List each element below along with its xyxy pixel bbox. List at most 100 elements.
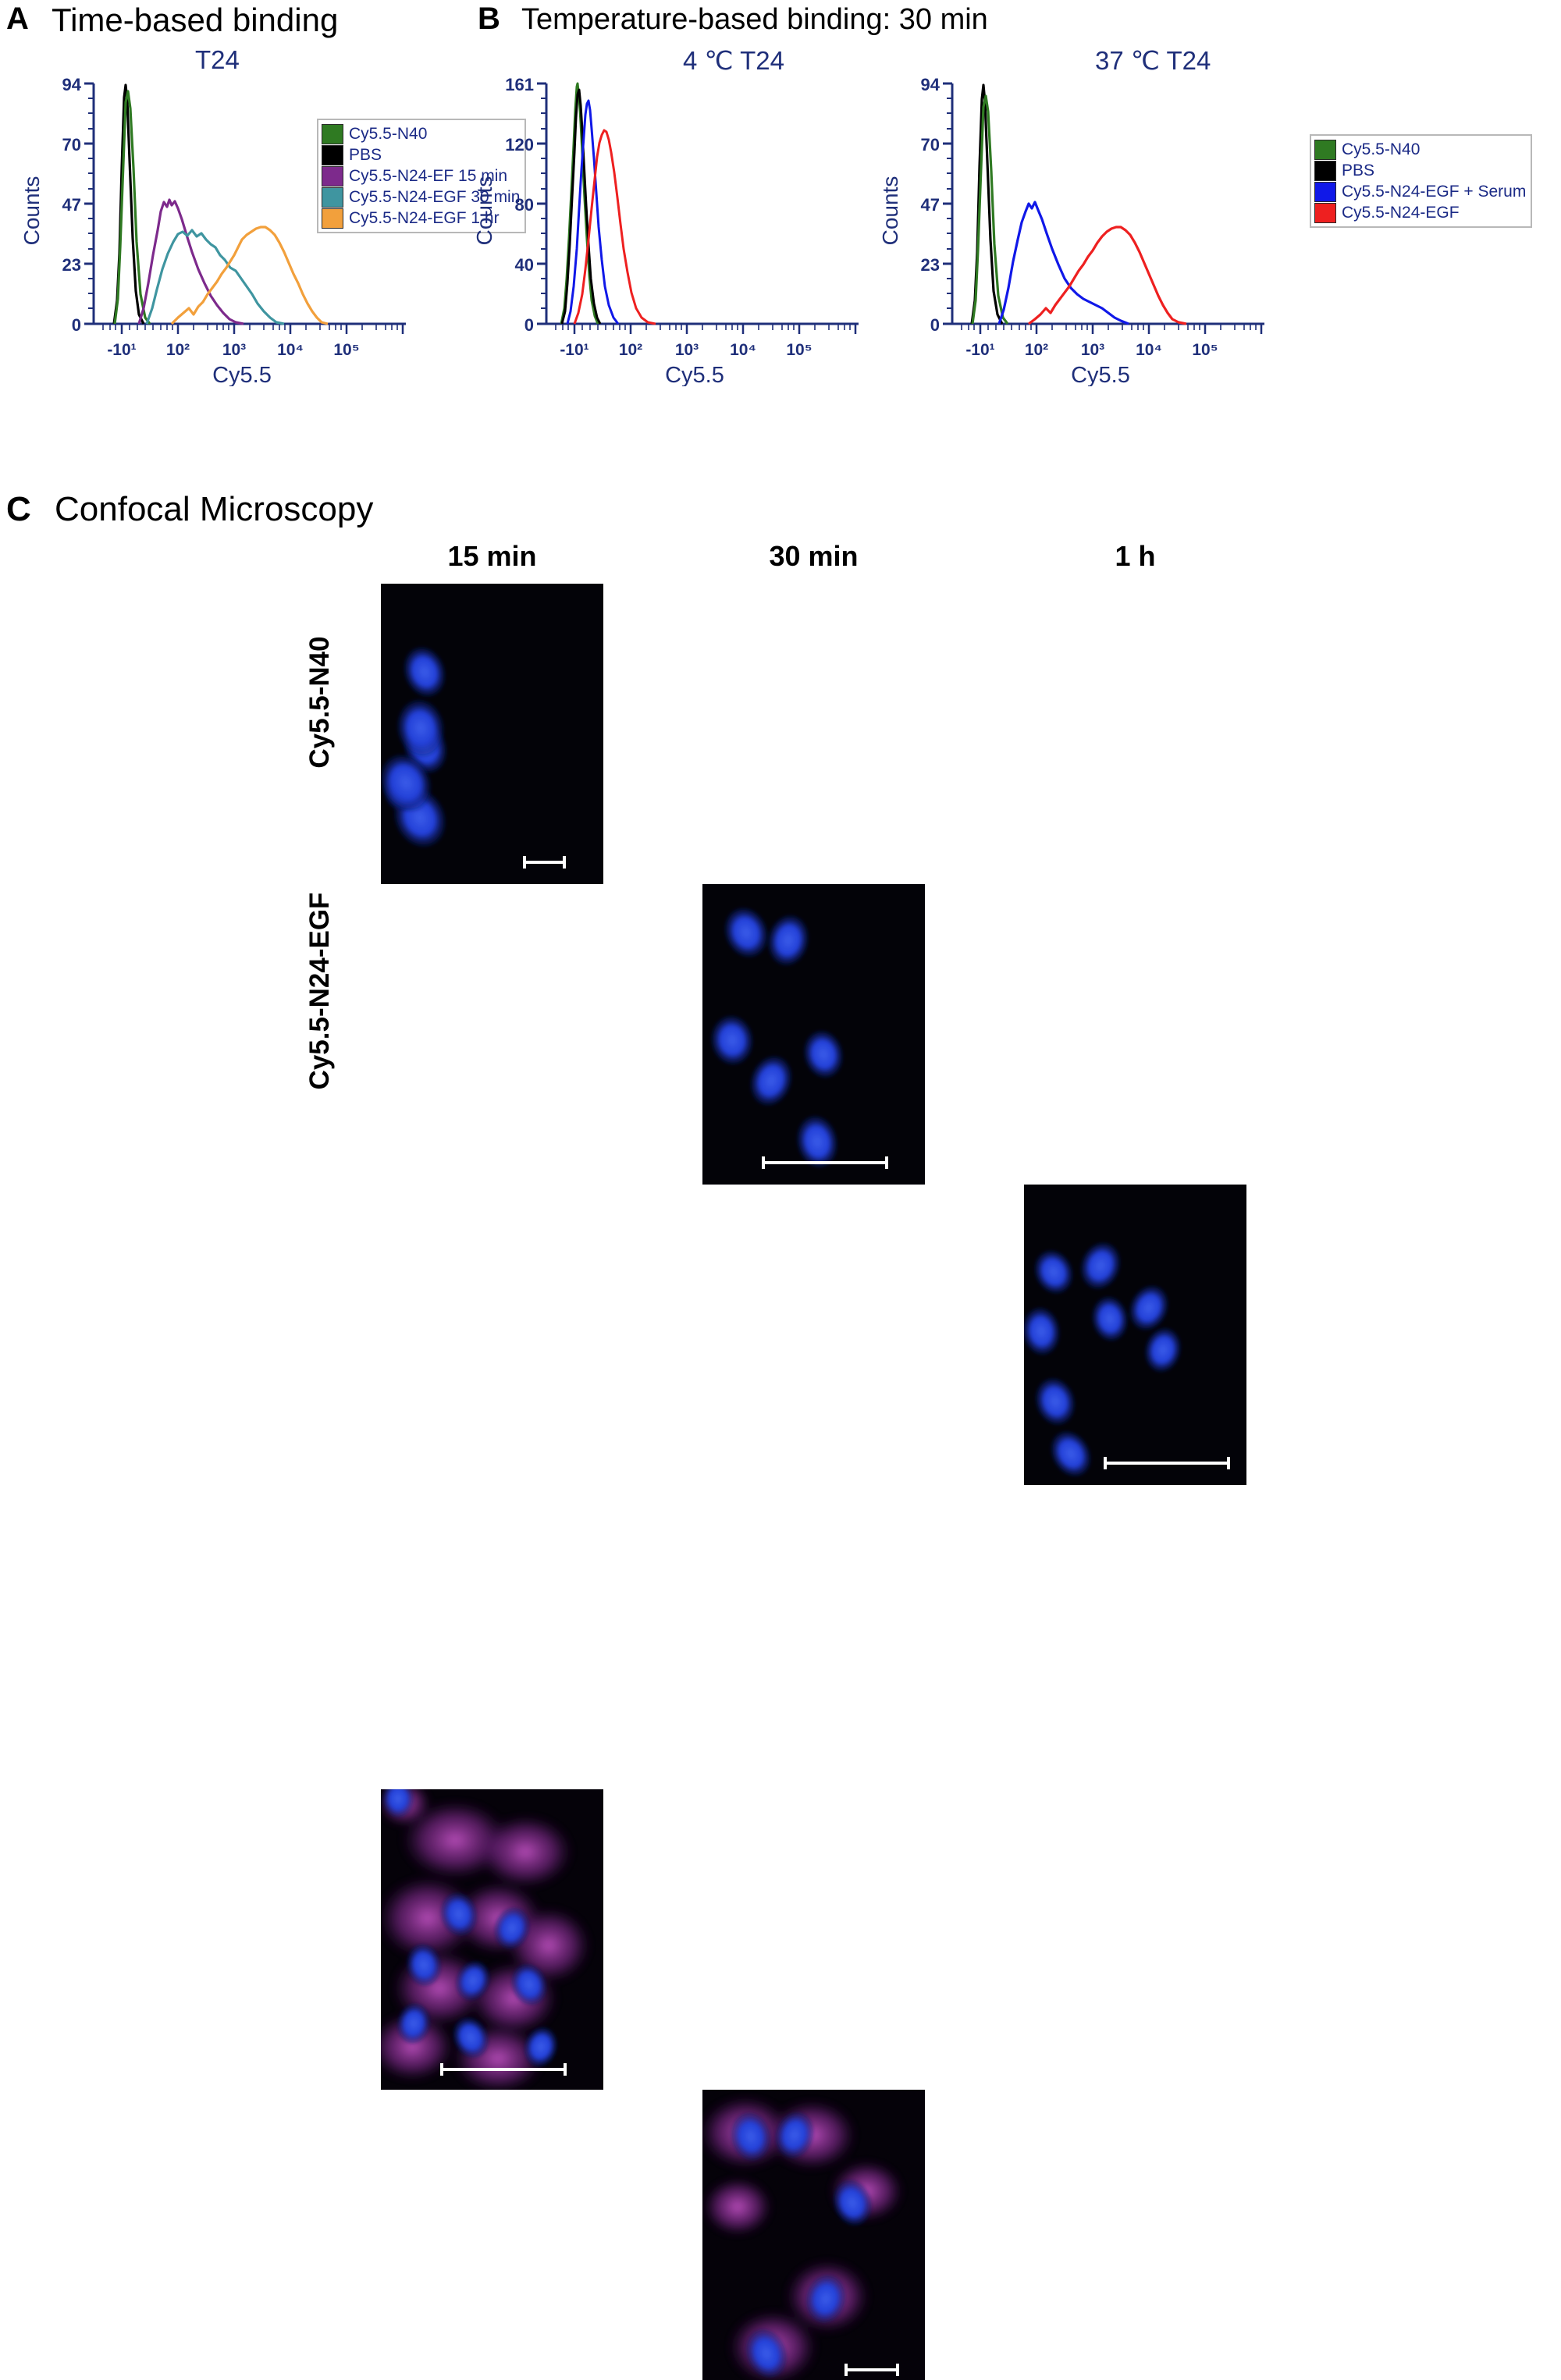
panel-a-legend: Cy5.5-N40 PBS Cy5.5-N24-EF 15 min Cy5.5-… xyxy=(317,119,527,233)
curve-cy55-n40 xyxy=(113,90,151,325)
panel-b-right-legend: Cy5.5-N40 PBS Cy5.5-N24-EGF + Serum Cy5.… xyxy=(1310,134,1533,228)
panel-b-left-ytick-1: 120 xyxy=(505,135,534,155)
legend-swatch-icon xyxy=(1314,202,1336,223)
panel-b-right-xtick-1: 10² xyxy=(1025,341,1048,359)
curve-n24egf-1hr xyxy=(170,226,329,325)
panel-b-letter: B xyxy=(478,2,500,36)
curve-cy55-n40 xyxy=(971,94,1009,325)
panel-b-right-chart: 94 70 47 23 0 Counts -10¹ 10² 10³ 10⁴ 10… xyxy=(878,75,1264,386)
panel-c-letter: C xyxy=(6,490,31,528)
legend-label: Cy5.5-N24-EGF xyxy=(1342,204,1460,222)
panel-c-title: Confocal Microscopy xyxy=(55,490,374,528)
panel-b-right-ytick-1: 70 xyxy=(921,135,940,155)
curve-n24egf-30min xyxy=(145,229,285,325)
panel-a-xlabel: Cy5.5 xyxy=(212,363,272,386)
panel-a-ytick-0: 94 xyxy=(62,75,82,94)
panel-c-row-label-cy55-n40: Cy5.5-N40 xyxy=(304,636,335,769)
legend-label: Cy5.5-N40 xyxy=(349,125,428,143)
legend-item: PBS xyxy=(1314,160,1526,181)
panel-b-left-chart: 161 120 80 40 0 Counts -10¹ 10² 10³ 10⁴ … xyxy=(472,75,859,386)
legend-swatch-icon xyxy=(322,208,343,229)
panel-b-left-xtick-1: 10² xyxy=(619,341,642,359)
panel-b-right-ytick-3: 23 xyxy=(921,255,940,275)
panel-b-left-xlabel: Cy5.5 xyxy=(665,363,724,386)
legend-swatch-icon xyxy=(1314,181,1336,202)
legend-item: Cy5.5-N24-EGF 1 hr xyxy=(322,208,520,229)
panel-a-xtick-3: 10⁴ xyxy=(277,341,304,359)
panel-a-xtick-0: -10¹ xyxy=(107,341,136,359)
panel-b-right-subtitle: 37 ℃ T24 xyxy=(1095,46,1211,75)
curve-pbs xyxy=(560,88,602,325)
legend-item: Cy5.5-N24-EGF 30 min xyxy=(322,186,520,208)
panel-b-right-ytick-0: 94 xyxy=(921,75,941,94)
panel-c-column-header-1h: 1 h xyxy=(1115,540,1156,572)
legend-item: Cy5.5-N24-EGF xyxy=(1314,202,1526,223)
panel-a-xtick-2: 10³ xyxy=(222,341,246,359)
panel-b-title: Temperature-based binding: 30 min xyxy=(521,3,988,36)
panel-b-left-ytick-2: 80 xyxy=(515,195,534,215)
panel-b-left-ytick-3: 40 xyxy=(515,255,534,275)
panel-b-left-xtick-0: -10¹ xyxy=(560,341,588,359)
legend-swatch-icon xyxy=(1314,139,1336,160)
micrograph-n40-30min xyxy=(702,884,925,1185)
legend-label: PBS xyxy=(1342,162,1375,179)
micrograph-n40-15min xyxy=(381,584,603,884)
panel-b-right-ylabel: Counts xyxy=(878,176,902,246)
curve-n24egf xyxy=(573,129,656,325)
panel-a-xtick-4: 10⁵ xyxy=(333,341,359,359)
panel-b-left-xtick-2: 10³ xyxy=(675,341,699,359)
panel-b-right-ytick-2: 47 xyxy=(921,195,940,215)
panel-a-xtick-1: 10² xyxy=(166,341,190,359)
panel-b-left-ytick-0: 161 xyxy=(505,75,534,94)
scale-bar xyxy=(845,2364,899,2376)
panel-c-column-header-15min: 15 min xyxy=(447,540,537,572)
micrograph-egf-15min xyxy=(381,1789,603,2090)
panel-a-subtitle: T24 xyxy=(195,45,240,74)
legend-item: Cy5.5-N40 xyxy=(1314,139,1526,160)
panel-b-left-xtick-4: 10⁵ xyxy=(786,341,812,359)
panel-a-title: Time-based binding xyxy=(52,2,339,38)
legend-swatch-icon xyxy=(322,123,343,144)
panel-b-right-ytick-4: 0 xyxy=(930,315,940,335)
curve-n24egf xyxy=(1028,226,1187,325)
panel-b-left-ytick-4: 0 xyxy=(524,315,534,335)
scale-bar xyxy=(523,856,566,869)
micrograph-egf-30min xyxy=(702,2090,925,2380)
panel-a-ytick-1: 70 xyxy=(62,135,81,155)
legend-label: PBS xyxy=(349,146,382,164)
legend-label: Cy5.5-N40 xyxy=(1342,140,1421,158)
panel-a-ytick-4: 0 xyxy=(72,315,81,335)
legend-label: Cy5.5-N24-EGF 1 hr xyxy=(349,209,500,227)
legend-label: Cy5.5-N24-EGF + Serum xyxy=(1342,183,1527,201)
panel-b-left-xtick-3: 10⁴ xyxy=(730,341,756,359)
panel-a-ytick-3: 23 xyxy=(62,255,81,275)
legend-swatch-icon xyxy=(322,165,343,186)
panel-c-row-label-cy55-n24-egf: Cy5.5-N24-EGF xyxy=(304,892,335,1090)
panel-a-letter: A xyxy=(6,2,29,36)
legend-swatch-icon xyxy=(322,144,343,165)
legend-swatch-icon xyxy=(1314,160,1336,181)
panel-b-right-xlabel: Cy5.5 xyxy=(1071,363,1130,386)
panel-a-ytick-2: 47 xyxy=(62,195,81,215)
panel-b-left-subtitle: 4 ℃ T24 xyxy=(683,46,785,75)
legend-label: Cy5.5-N24-EGF 30 min xyxy=(349,188,521,206)
panel-b-right-xtick-4: 10⁵ xyxy=(1192,341,1218,359)
legend-item: Cy5.5-N24-EF 15 min xyxy=(322,165,520,186)
legend-item: Cy5.5-N24-EGF + Serum xyxy=(1314,181,1526,202)
panel-b-left-ylabel: Counts xyxy=(472,176,496,246)
legend-item: Cy5.5-N40 xyxy=(322,123,520,144)
panel-b-right-xtick-0: -10¹ xyxy=(965,341,994,359)
scale-bar xyxy=(762,1156,888,1169)
scale-bar xyxy=(440,2063,567,2076)
scale-bar xyxy=(1104,1457,1230,1469)
legend-swatch-icon xyxy=(322,186,343,208)
panel-a-ylabel: Counts xyxy=(20,176,44,246)
micrograph-n40-1h xyxy=(1024,1185,1246,1485)
curve-n24egf-serum xyxy=(566,99,620,325)
legend-item: PBS xyxy=(322,144,520,165)
panel-b-right-xtick-2: 10³ xyxy=(1081,341,1104,359)
panel-c-column-header-30min: 30 min xyxy=(769,540,859,572)
curve-n24ef-15min xyxy=(137,198,244,325)
panel-b-right-xtick-3: 10⁴ xyxy=(1136,341,1162,359)
panel-a-chart: 94 70 47 23 0 Counts -10¹ 10² 10³ 10⁴ 10… xyxy=(20,75,406,386)
